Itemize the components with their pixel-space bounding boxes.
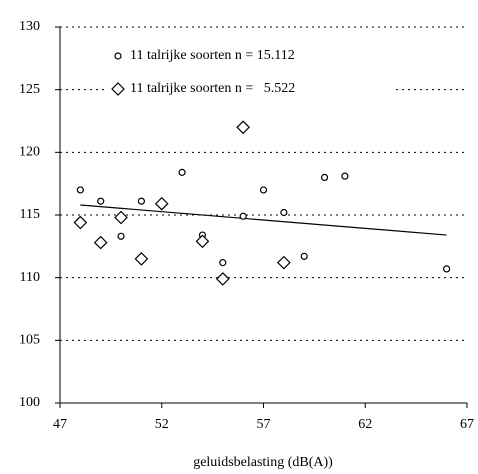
y-tick-label: 115: [20, 207, 40, 222]
y-tick-label: 105: [19, 333, 40, 348]
y-tick-label: 120: [19, 145, 40, 160]
data-point: [117, 232, 125, 240]
legend-label: 11 talrijke soorten n = 5.522: [130, 81, 295, 96]
x-tick-label: 47: [53, 417, 67, 432]
x-tick-label: 52: [155, 417, 169, 432]
data-point: [443, 265, 451, 273]
data-point: [76, 186, 84, 194]
data-point: [236, 120, 250, 135]
y-tick-label: 110: [20, 270, 40, 285]
trendline: [80, 204, 447, 236]
data-point: [259, 186, 268, 194]
data-point: [137, 197, 145, 205]
data-point: [300, 252, 308, 260]
legend-label: 11 talrijke soorten n = 15.112: [130, 48, 295, 63]
legend-marker: [114, 52, 122, 60]
data-point: [280, 208, 288, 217]
y-tick-label: 130: [19, 19, 40, 34]
data-point: [239, 212, 247, 220]
x-tick-label: 57: [257, 417, 271, 432]
data-point: [219, 259, 227, 267]
data-point: [134, 252, 149, 266]
data-point: [97, 197, 105, 205]
data-point: [277, 255, 291, 270]
x-axis-label: geluidsbelasting (dB(A)): [193, 455, 333, 470]
data-point: [154, 196, 169, 211]
data-point: [73, 215, 88, 230]
legend-marker: [111, 82, 125, 96]
x-tick-label: 62: [358, 417, 372, 432]
x-tick-label: 67: [460, 417, 474, 432]
data-point: [195, 234, 210, 249]
data-point: [93, 235, 108, 250]
y-tick-label: 100: [19, 395, 40, 410]
data-point: [320, 173, 329, 181]
data-point: [114, 210, 128, 225]
data-point: [341, 172, 349, 180]
legend-box: [108, 44, 393, 102]
y-tick-label: 125: [19, 82, 40, 97]
data-point: [215, 272, 230, 286]
data-point: [178, 168, 186, 176]
